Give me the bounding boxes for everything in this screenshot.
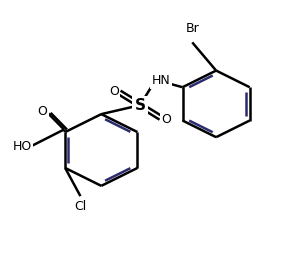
Text: O: O <box>161 113 171 126</box>
Text: O: O <box>37 105 47 118</box>
Text: S: S <box>135 98 146 113</box>
Text: Cl: Cl <box>74 200 87 213</box>
Text: O: O <box>109 85 119 98</box>
Text: HN: HN <box>152 74 170 87</box>
Text: HO: HO <box>13 140 32 153</box>
Text: Br: Br <box>185 22 199 35</box>
